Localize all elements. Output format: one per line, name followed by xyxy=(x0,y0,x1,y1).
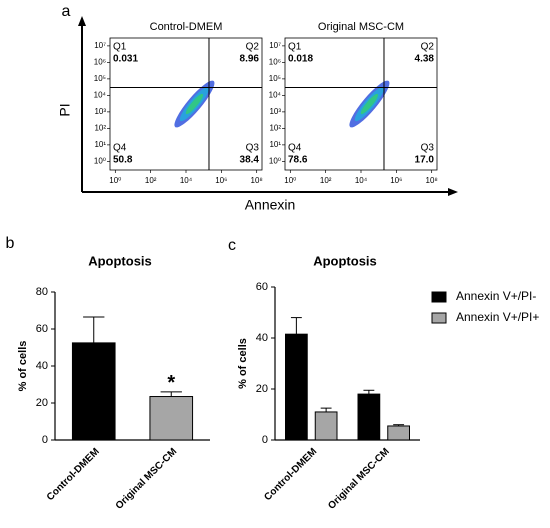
y-tick-label: 10⁴ xyxy=(269,90,282,99)
x-tick-label: 10² xyxy=(145,176,157,185)
x-tick-label: 10⁰ xyxy=(109,176,121,185)
y-tick-label: 10⁵ xyxy=(269,74,281,83)
quadrant-value: 4.38 xyxy=(415,54,435,65)
y-tick-label: 10³ xyxy=(94,107,106,116)
quadrant-name: Q1 xyxy=(288,42,302,53)
y-tick-label: 10¹ xyxy=(269,140,281,149)
y-tick-label: 10⁴ xyxy=(94,90,107,99)
y-tick-label: 0 xyxy=(42,434,48,446)
bar xyxy=(71,342,116,441)
plot-title: Original MSC-CM xyxy=(318,21,404,33)
legend-label: Annexin V+/PI+ xyxy=(456,310,539,324)
quadrant-name: Q2 xyxy=(246,42,260,53)
y-tick-label: 60 xyxy=(36,323,48,335)
bar xyxy=(285,333,308,441)
panel-label: c xyxy=(228,237,236,254)
quadrant-value: 38.4 xyxy=(240,155,260,166)
x-tick-label: 10⁴ xyxy=(180,176,193,185)
bar xyxy=(149,396,194,441)
quadrant-value: 17.0 xyxy=(415,155,435,166)
quadrant-value: 50.8 xyxy=(113,155,133,166)
x-tick-label: Original MSC-CM xyxy=(326,446,392,512)
y-tick-label: 20 xyxy=(36,397,48,409)
y-axis-label: % of cells xyxy=(17,341,29,392)
x-tick-label: 10⁰ xyxy=(284,176,296,185)
quadrant-value: 0.031 xyxy=(113,54,138,65)
quadrant-name: Q4 xyxy=(288,143,302,154)
quadrant-value: 8.96 xyxy=(240,54,260,65)
arrow-head xyxy=(448,188,458,196)
x-tick-label: 10² xyxy=(320,176,332,185)
quadrant-name: Q2 xyxy=(421,42,435,53)
y-tick-label: 10⁵ xyxy=(94,74,106,83)
y-tick-label: 60 xyxy=(256,281,268,293)
quadrant-value: 78.6 xyxy=(288,155,308,166)
panel-label: a xyxy=(62,3,71,20)
y-tick-label: 40 xyxy=(256,332,268,344)
y-tick-label: 40 xyxy=(36,360,48,372)
quadrant-name: Q3 xyxy=(246,143,260,154)
y-tick-label: 10² xyxy=(94,123,106,132)
x-tick-label: 10⁸ xyxy=(251,176,263,185)
quadrant-name: Q1 xyxy=(113,42,127,53)
x-tick-label: Control-DMEM xyxy=(45,446,102,503)
y-tick-label: 10³ xyxy=(269,107,281,116)
quadrant-name: Q4 xyxy=(113,143,127,154)
x-tick-label: Control-DMEM xyxy=(262,446,319,503)
x-tick-label: 10⁶ xyxy=(390,176,402,185)
x-tick-label: Original MSC-CM xyxy=(114,446,180,512)
legend-swatch xyxy=(431,291,447,303)
legend-label: Annexin V+/PI- xyxy=(456,289,536,303)
quadrant-value: 0.018 xyxy=(288,54,313,65)
y-tick-label: 10¹ xyxy=(94,140,106,149)
legend-swatch xyxy=(431,312,447,324)
quadrant-name: Q3 xyxy=(421,143,435,154)
x-tick-label: 10⁶ xyxy=(215,176,227,185)
y-tick-label: 10⁰ xyxy=(269,156,281,165)
bar xyxy=(387,425,410,441)
panel-label: b xyxy=(6,235,15,252)
density-cloud xyxy=(360,93,379,115)
y-tick-label: 10⁷ xyxy=(94,41,106,50)
annotation: * xyxy=(167,372,175,394)
bar xyxy=(357,393,381,441)
y-tick-label: 10⁶ xyxy=(94,57,106,66)
y-tick-label: 10⁰ xyxy=(94,156,106,165)
x-tick-label: 10⁴ xyxy=(355,176,368,185)
x-axis-label: Annexin xyxy=(245,197,296,213)
y-tick-label: 80 xyxy=(36,286,48,298)
y-axis-label: % of cells xyxy=(237,338,249,389)
x-tick-label: 10⁸ xyxy=(426,176,438,185)
y-tick-label: 10² xyxy=(269,123,281,132)
chart-title: Apoptosis xyxy=(313,253,377,268)
y-tick-label: 20 xyxy=(256,383,268,395)
bar xyxy=(314,411,338,441)
chart-title: Apoptosis xyxy=(88,253,152,268)
y-tick-label: 10⁶ xyxy=(269,57,281,66)
y-tick-label: 10⁷ xyxy=(269,41,281,50)
y-axis-label: PI xyxy=(57,103,73,116)
plot-title: Control-DMEM xyxy=(150,21,223,33)
density-cloud xyxy=(185,93,204,115)
arrow-head xyxy=(78,16,86,26)
y-tick-label: 0 xyxy=(262,434,268,446)
